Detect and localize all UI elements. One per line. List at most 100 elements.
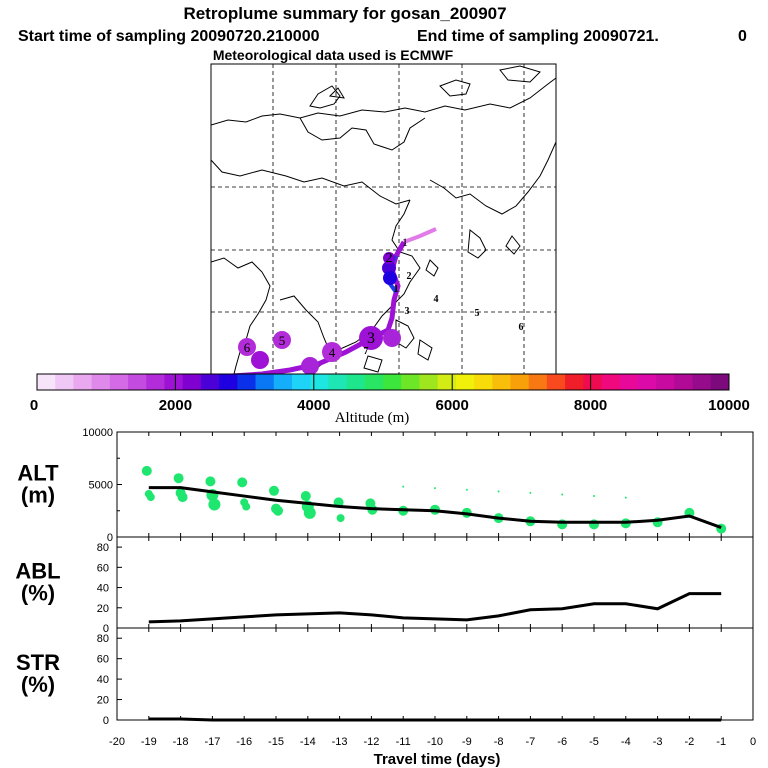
day-label-7: 7 [364,346,369,357]
x-tick--1: -1 [716,736,726,748]
colorbar-swatch-12 [255,374,275,390]
alt-trace-dot [529,491,532,494]
colorbar-swatch-35 [674,374,694,390]
str-ytick-60: 60 [97,654,109,666]
colorbar-swatch-17 [346,374,366,390]
alt-cluster-dot [208,498,221,511]
plume-label-6: 6 [244,340,251,355]
x-tick--2: -2 [685,736,695,748]
x-tick--15: -15 [268,736,284,748]
x-tick--7: -7 [526,736,536,748]
alt-trace-dot [624,496,627,499]
colorbar-swatch-20 [401,374,420,390]
colorbar-title: Altitude (m) [335,410,410,426]
colorbar-swatch-25 [492,374,511,390]
x-tick--17: -17 [204,736,220,748]
str-ytick-0: 0 [103,715,109,727]
colorbar-tick-6000: 6000 [436,397,469,414]
day-labels: 12 3 4 5 6 7 [364,271,524,357]
colorbar-swatch-8 [182,374,202,390]
day-label-4: 4 [434,294,439,305]
x-tick--18: -18 [173,736,189,748]
x-tick--5: -5 [589,736,599,748]
alt-unit-label: (m) [21,483,55,508]
end-time-tail: 0 [738,28,747,45]
start-time-label: Start time of sampling 20090720.210000 [18,28,320,45]
plume-blob-7 [251,351,269,369]
coastline-north-islands [328,65,541,99]
day-label-3: 3 [405,306,410,317]
abl-frame [116,536,754,629]
day-label-5: 5 [475,308,480,319]
end-time-label: End time of sampling 20090721. [417,28,659,45]
alt-cluster-dot [205,476,216,487]
plume-label-3: 3 [367,330,375,347]
plume-label-2: 2 [386,251,393,266]
x-tick--19: -19 [141,736,157,748]
colorbar-swatch-15 [310,374,329,390]
x-axis-title: Travel time (days) [374,751,501,768]
plume-blob-10 [383,252,395,264]
abl-ytick-40: 40 [97,583,109,595]
coastline-east [429,141,556,215]
x-tick--20: -20 [109,736,125,748]
alt-ytick-0: 0 [107,532,113,544]
alt-trace-dot [402,485,405,488]
alt-label: ALT [17,461,59,486]
figure-title: Retroplume summary for gosan_200907 [183,4,506,23]
colorbar-swatch-6 [146,374,165,390]
colorbar-swatch-1 [55,374,74,390]
colorbar-swatch-10 [219,374,238,390]
colorbar-swatch-3 [91,374,111,390]
colorbar-tick-2000: 2000 [159,397,192,414]
colorbar-swatch-27 [528,374,548,390]
colorbar-swatch-32 [619,374,639,390]
x-tick--4: -4 [621,736,631,748]
str-ytick-20: 20 [97,695,109,707]
alt-cluster-dot [336,514,345,523]
colorbar-swatch-21 [419,374,439,390]
colorbar-swatch-0 [37,374,56,390]
colorbar-swatch-11 [237,374,257,390]
x-axis: -20 -19 -18 -17 -16 -15 -14 -13 -12 -11 -10 -9 -8 -7-… [109,736,756,748]
colorbar-swatch-2 [73,374,93,390]
str-series-line [148,717,722,722]
time-series-panels: ALT(m)1000050000ABL(%)806040200STR(%)806… [15,427,754,727]
alt-ytick-10000: 10000 [82,427,113,439]
colorbar-swatch-30 [583,374,603,390]
abl-label: ABL [15,559,60,584]
plume-blob-4 [301,357,319,374]
day-label-2: 2 [407,271,412,282]
colorbar-swatch-31 [601,374,621,390]
colorbar-swatch-37 [710,374,730,390]
abl-ytick-80: 80 [97,542,109,554]
alt-cluster-dot [242,502,251,511]
str-label: STR [16,650,60,675]
coastline-greenland [309,85,341,109]
plume-label-1: 1 [402,235,408,249]
colorbar-swatch-5 [128,374,147,390]
colorbar-swatch-18 [364,374,384,390]
colorbar-swatch-36 [692,374,712,390]
abl-series-line [148,592,722,624]
colorbar-swatch-19 [383,374,402,390]
plume-blob-5 [273,331,291,349]
abl-ytick-0: 0 [103,623,109,635]
str-unit-label: (%) [21,672,55,697]
colorbar-tick-0: 0 [30,397,38,414]
abl-ytick-60: 60 [97,562,109,574]
colorbar-swatch-24 [474,374,493,390]
colorbar-swatch-16 [328,374,348,390]
colorbar-swatch-34 [656,374,675,390]
day-label-1: 1 [394,284,399,295]
plume-blob-1 [359,326,383,350]
colorbar-swatch-14 [291,374,311,390]
alt-cluster-dot [177,492,188,503]
colorbar-swatch-7 [164,374,184,390]
x-tick--6: -6 [557,736,567,748]
colorbar-tick-10000: 10000 [708,397,750,414]
plume-label-4: 4 [329,345,336,360]
alt-trace-dot [497,490,500,493]
